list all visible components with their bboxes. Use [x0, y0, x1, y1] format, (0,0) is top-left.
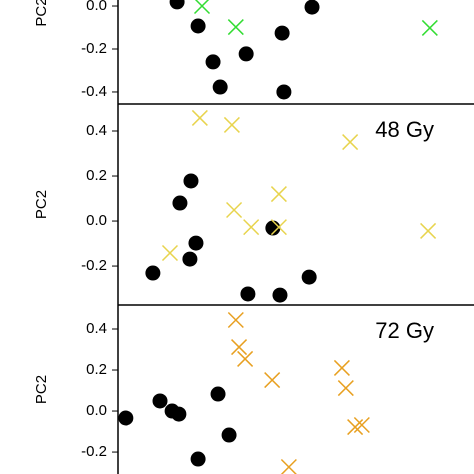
y-tick-label: 0.4 [86, 320, 107, 337]
y-tick-label: 0.0 [86, 0, 107, 14]
y-tick-label: -0.2 [81, 40, 107, 57]
y-tick-label: -0.2 [81, 443, 107, 460]
panel: 0.4 0.2 0.0 -0.2 PC2 72 Gy [33, 304, 474, 474]
circle-point [210, 386, 226, 402]
cross-point [193, 0, 211, 15]
y-tick-label: 0.0 [86, 212, 107, 229]
cross-point [161, 244, 179, 262]
points [118, 311, 370, 474]
circle-point [238, 46, 254, 62]
circle-point [169, 0, 185, 10]
cross-point [280, 458, 297, 474]
y-tick-label: 0.2 [86, 167, 107, 184]
y-tick-label: -0.2 [81, 257, 107, 274]
cross-point [421, 19, 438, 36]
cross-point [237, 350, 254, 367]
circle-point [205, 54, 221, 70]
panel: 0.4 0.2 0.0 -0.2 PC2 48 Gy [33, 103, 474, 305]
cross-point [353, 416, 370, 434]
y-axis-label: PC2 [33, 0, 50, 27]
cross-point [270, 219, 287, 236]
y-tick-label: 0.2 [86, 361, 107, 378]
cross-point [227, 19, 244, 36]
cross-point [227, 311, 244, 329]
circle-point [221, 427, 237, 443]
circle-point [274, 25, 290, 41]
circle-point [172, 195, 188, 211]
circle-point [152, 393, 168, 409]
circle-point [301, 269, 317, 285]
circle-point [272, 287, 288, 303]
cross-point [264, 372, 281, 389]
circle-point [188, 235, 204, 251]
panel-title: 72 Gy [375, 318, 434, 343]
circle-point [190, 451, 206, 467]
cross-point [270, 186, 287, 203]
circle-point [182, 251, 198, 267]
y-tick-label: -0.4 [81, 83, 107, 100]
y-axis-label: PC2 [33, 190, 50, 219]
points [169, 0, 438, 100]
circle-point [190, 18, 206, 34]
cross-point [191, 109, 208, 126]
circle-point [183, 173, 199, 189]
cross-point [243, 219, 260, 236]
panel: 0.0 -0.2 -0.4 PC2 [33, 0, 438, 104]
y-tick-label: 0.4 [86, 122, 107, 139]
circle-point [276, 84, 292, 100]
cross-point [420, 222, 437, 239]
circle-point [304, 0, 320, 15]
cross-point [347, 419, 364, 436]
panel-title: 48 Gy [375, 117, 434, 142]
points [145, 109, 437, 303]
cross-point [333, 359, 350, 376]
cross-point [226, 201, 243, 219]
circle-point [212, 79, 228, 95]
cross-point [342, 134, 359, 151]
cross-point [337, 380, 354, 397]
circle-point [145, 265, 161, 281]
circle-point [118, 410, 134, 426]
circle-point [240, 286, 256, 302]
cross-point [223, 116, 240, 133]
circle-point [171, 406, 187, 422]
cross-point [231, 339, 248, 356]
y-axis-label: PC2 [33, 375, 50, 404]
y-tick-label: 0.0 [86, 402, 107, 419]
